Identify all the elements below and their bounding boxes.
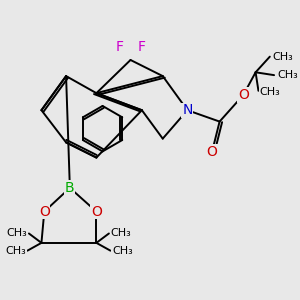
Text: O: O [39,205,50,219]
Text: O: O [238,88,249,102]
Text: B: B [65,181,75,195]
Text: CH₃: CH₃ [7,229,28,238]
Text: CH₃: CH₃ [5,246,26,256]
Text: CH₃: CH₃ [277,70,298,80]
Text: CH₃: CH₃ [112,246,133,256]
Text: F: F [116,40,124,54]
Text: F: F [137,40,145,54]
Text: O: O [207,145,218,159]
Text: N: N [182,103,193,117]
Text: CH₃: CH₃ [260,87,280,97]
Text: CH₃: CH₃ [110,229,131,238]
Text: CH₃: CH₃ [273,52,293,62]
Text: O: O [91,205,102,219]
